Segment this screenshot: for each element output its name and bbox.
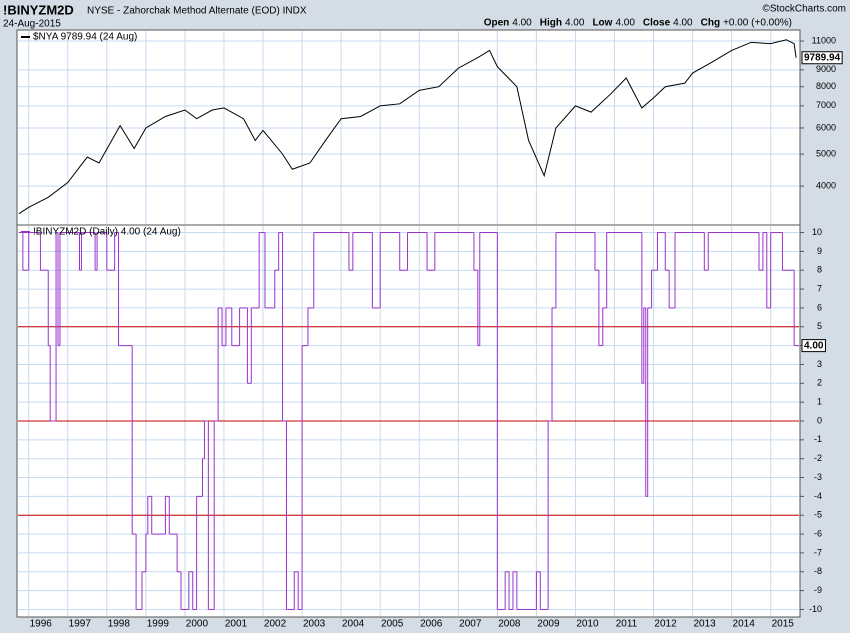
x-tick-label: 2007 [459, 619, 482, 630]
y-tick-label: -10 [809, 604, 822, 614]
x-tick-label: 2004 [342, 619, 365, 630]
quote-value: 4.00 [565, 18, 585, 29]
x-tick-label: 2002 [264, 619, 287, 630]
y-tick-label: -6 [814, 528, 822, 538]
symbol: !BINYZM2D [3, 2, 74, 17]
y-tick-label: -4 [814, 491, 822, 501]
last-value-box [801, 51, 843, 65]
quote-label: High [540, 18, 562, 29]
quote-label: Chg [701, 18, 720, 29]
y-tick-label: 7000 [816, 100, 836, 110]
last-value-label: 4.00 [804, 340, 824, 351]
x-tick-label: 2011 [616, 619, 638, 630]
quote-label: Open [484, 18, 510, 29]
x-tick-label: 2010 [576, 619, 599, 630]
y-tick-label: -7 [814, 547, 822, 557]
x-tick-label: 2014 [733, 619, 756, 630]
y-tick-label: -8 [814, 566, 822, 576]
y-tick-label: 4000 [816, 180, 836, 190]
y-tick-label: -2 [814, 453, 822, 463]
price-line [18, 39, 797, 215]
x-tick-label: 1996 [30, 619, 53, 630]
x-tick-label: 2012 [654, 619, 677, 630]
y-tick-label: -5 [814, 510, 822, 520]
y-tick-label: 0 [817, 415, 822, 425]
quote-label: Low [592, 18, 612, 29]
quote-label: Close [643, 18, 671, 29]
y-tick-label: 10 [812, 227, 822, 237]
quote-value: 4.00 [615, 18, 635, 29]
legend-label: !BINYZM2D (Daily) 4.00 (24 Aug) [33, 227, 181, 238]
y-tick-label: 8000 [816, 81, 836, 91]
step-riser [22, 232, 795, 610]
description: NYSE - Zahorchak Method Alternate (EOD) … [87, 6, 307, 17]
x-tick-label: 2013 [693, 619, 716, 630]
x-tick-label: 2015 [772, 619, 795, 630]
quote-value: 4.00 [673, 18, 693, 29]
y-tick-label: -1 [814, 434, 822, 444]
y-tick-label: 6000 [816, 122, 836, 132]
y-tick-label: 9000 [816, 64, 836, 74]
x-tick-label: 2008 [498, 619, 521, 630]
quote-value: 4.00 [512, 18, 532, 29]
y-tick-label: 9 [817, 246, 822, 256]
y-tick-label: 8 [817, 265, 822, 275]
x-tick-label: 2006 [420, 619, 443, 630]
x-tick-label: 2000 [186, 619, 209, 630]
y-tick-label: -9 [814, 585, 822, 595]
last-value-label: 9789.94 [804, 52, 841, 63]
date: 24-Aug-2015 [3, 19, 61, 30]
credit: ©StockCharts.com [762, 4, 846, 15]
y-tick-label: 5000 [816, 148, 836, 158]
x-tick-label: 2005 [381, 619, 404, 630]
x-tick-label: 2003 [303, 619, 326, 630]
y-tick-label: -3 [814, 472, 822, 482]
x-tick-label: 1999 [147, 619, 170, 630]
last-value-box [801, 339, 826, 353]
x-tick-label: 2009 [537, 619, 560, 630]
y-tick-label: 11000 [812, 35, 836, 45]
quote-value: +0.00 (+0.00%) [723, 18, 792, 29]
y-tick-label: 6 [817, 302, 822, 312]
y-tick-label: 3 [817, 359, 822, 369]
y-tick-label: 7 [817, 283, 822, 293]
legend-label: $NYA 9789.94 (24 Aug) [33, 32, 137, 43]
y-tick-label: 2 [817, 378, 822, 388]
x-tick-label: 2001 [225, 619, 248, 630]
y-tick-label: 5 [817, 321, 822, 331]
x-tick-label: 1997 [69, 619, 92, 630]
x-tick-label: 1998 [108, 619, 131, 630]
y-tick-label: 1 [817, 397, 822, 407]
